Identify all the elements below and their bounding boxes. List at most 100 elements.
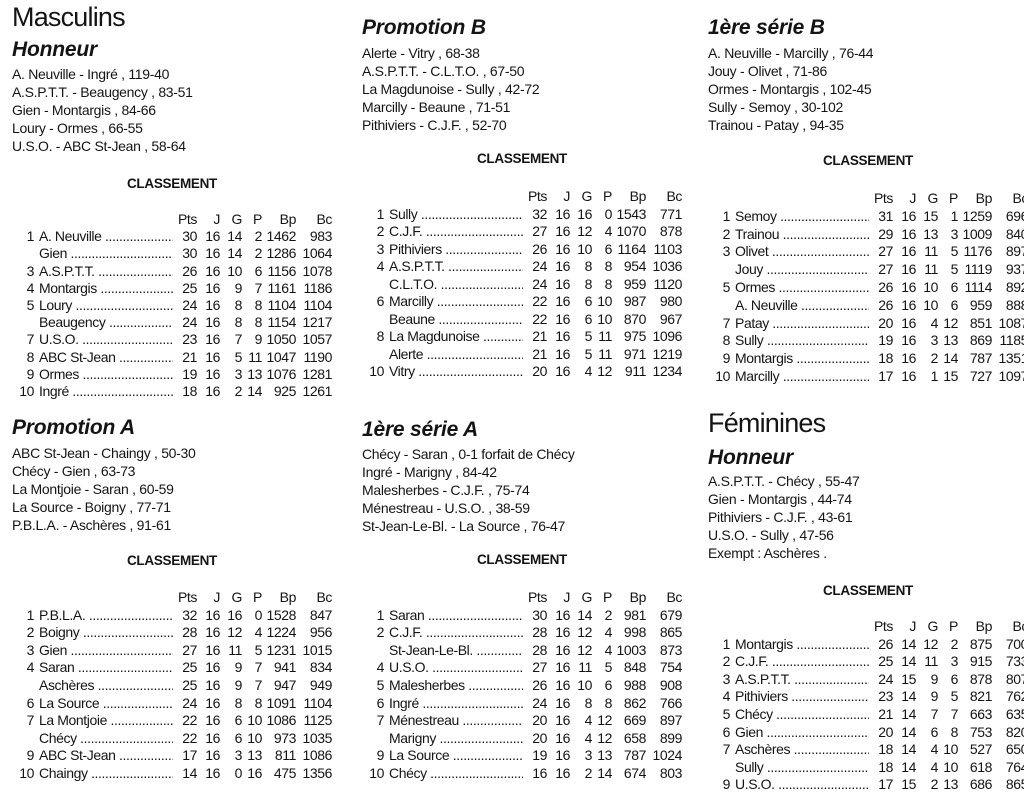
g-cell: 2 (930, 776, 939, 793)
team-name-cell: Ingré (34, 383, 173, 400)
bc-cell: 980 (659, 293, 683, 309)
team-name-cell: Semoy (730, 208, 869, 226)
p-cell: 7 (950, 705, 959, 722)
bp-cell: 998 (623, 624, 647, 641)
g-cell: 2 (234, 383, 243, 400)
pts-cell: 26 (532, 676, 547, 693)
g-cell: 9 (234, 659, 243, 676)
j-cell: 16 (205, 624, 220, 641)
bc-cell: 1234 (652, 363, 682, 379)
rank-cell: 7 (376, 712, 385, 729)
match-result: Marcilly - Beaune , 71-51 (362, 99, 511, 115)
team-name-cell: La Magdunoise (384, 328, 523, 346)
g-cell: 11 (228, 641, 242, 658)
j-cell: 16 (555, 694, 570, 711)
p-cell: 9 (254, 331, 263, 348)
column-header-g: G (927, 190, 939, 206)
team-name-cell: Aschères (34, 677, 173, 695)
j-cell: 16 (205, 729, 220, 746)
bc-cell: 1057 (302, 331, 332, 348)
pts-cell: 20 (532, 363, 547, 379)
p-cell: 12 (597, 712, 612, 729)
bc-cell: 949 (309, 676, 333, 693)
j-cell: 16 (555, 328, 570, 344)
team-name-cell: Ormes (34, 366, 173, 383)
pts-cell: 20 (532, 712, 547, 729)
j-cell: 16 (555, 712, 570, 729)
bp-cell: 618 (969, 758, 993, 775)
pts-cell: 14 (182, 764, 197, 781)
j-cell: 14 (901, 653, 916, 670)
pts-cell: 21 (532, 345, 547, 362)
bp-cell: 821 (969, 688, 993, 705)
p-cell: 10 (597, 310, 612, 327)
g-cell: 8 (234, 694, 243, 711)
team-name-cell: La Source (34, 695, 173, 713)
g-cell: 10 (577, 240, 592, 257)
rank-cell: 2 (722, 225, 731, 242)
p-cell: 5 (950, 243, 959, 260)
team-name-cell: Olivet (730, 243, 869, 261)
p-cell: 13 (943, 332, 958, 349)
j-cell: 14 (901, 635, 916, 652)
standings-table: PtsJGPBpBc1Saran30161429816792C.J.F.2816… (362, 589, 682, 783)
p-cell: 16 (247, 764, 262, 781)
standings-table: PtsJGPBpBc1P.B.L.A.321616015288472Boigny… (12, 589, 332, 783)
bp-cell: 1086 (266, 712, 296, 729)
team-name-cell: Gien (34, 245, 173, 262)
j-cell: 16 (901, 296, 916, 313)
pts-cell: 27 (532, 659, 547, 676)
p-cell: 13 (597, 747, 612, 764)
table-row: 9U.S.O. 17 15 213 686 865 (708, 776, 1024, 794)
p-cell: 4 (604, 641, 613, 658)
p-cell: 0 (604, 205, 613, 222)
bp-cell: 987 (623, 293, 647, 309)
pts-cell: 21 (878, 705, 893, 722)
rank-cell: 6 (26, 694, 35, 711)
j-cell: 16 (901, 225, 916, 242)
j-cell: 16 (555, 363, 570, 379)
p-cell: 15 (943, 367, 958, 384)
rank-cell: 7 (722, 741, 731, 758)
g-cell: 5 (234, 348, 243, 365)
match-result: Trainou - Patay , 94-35 (708, 117, 844, 133)
g-cell: 4 (584, 363, 593, 379)
g-cell: 12 (577, 223, 592, 239)
table-row: Sully 18 14 410 618 764 (708, 759, 1024, 777)
j-cell: 16 (555, 223, 570, 239)
bc-cell: 1281 (302, 365, 332, 382)
j-cell: 16 (205, 694, 220, 711)
pts-cell: 17 (878, 776, 893, 793)
pts-cell: 30 (182, 228, 197, 245)
g-cell: 6 (234, 712, 243, 729)
bp-cell: 1528 (266, 606, 296, 623)
j-cell: 16 (205, 747, 220, 764)
bc-cell: 1086 (302, 747, 332, 764)
g-cell: 0 (234, 764, 243, 781)
g-cell: 13 (923, 225, 938, 242)
table-row: C.L.T.O. 24 16 88 959 1120 (362, 276, 682, 294)
rank-cell: 1 (26, 228, 35, 245)
team-name-cell: Patay (730, 315, 869, 333)
column-header-g: G (581, 589, 593, 605)
p-cell: 10 (247, 712, 262, 729)
bp-cell: 875 (969, 635, 993, 652)
j-cell: 16 (555, 606, 570, 623)
table-row: Alerte 21 16 5 11 971 1219 (362, 346, 682, 364)
match-result: Ménestreau - U.S.O. , 38-59 (362, 500, 530, 516)
j-cell: 16 (205, 383, 220, 400)
pts-cell: 24 (182, 694, 197, 711)
pts-cell: 25 (182, 279, 197, 296)
match-result: Ormes - Montargis , 102-45 (708, 81, 872, 97)
table-row: 10Chaingy14160164751356 (12, 765, 332, 783)
bp-cell: 1047 (266, 348, 296, 365)
rank-cell: 1 (722, 207, 731, 224)
bp-cell: 959 (623, 275, 647, 292)
pts-cell: 20 (532, 729, 547, 746)
